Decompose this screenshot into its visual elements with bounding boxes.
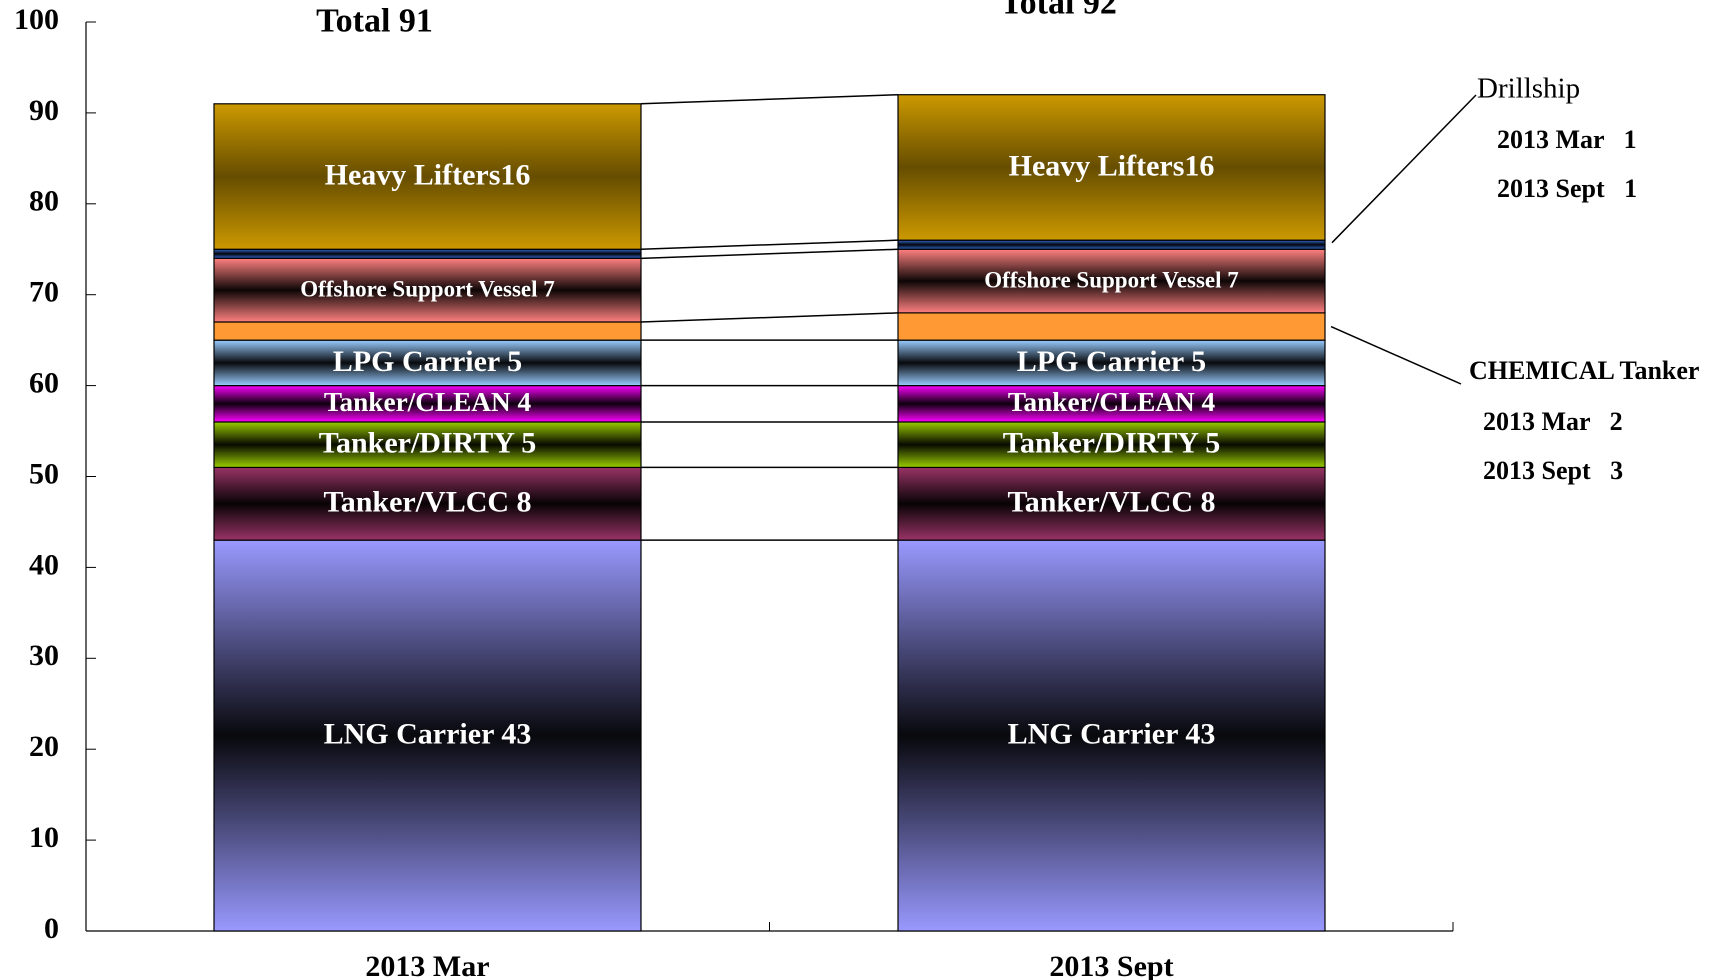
annotation-value: 2013 Sept 3 xyxy=(1483,456,1623,485)
y-tick-label: 0 xyxy=(44,912,59,945)
annotation-value: 2013 Sept 1 xyxy=(1497,174,1637,203)
x-tick-label: 2013 Sept xyxy=(1049,950,1173,980)
y-tick-label: 10 xyxy=(29,821,59,854)
leader-line xyxy=(1331,94,1477,244)
bar-segment xyxy=(897,385,1326,423)
leader-line xyxy=(1330,325,1462,385)
bar-segment xyxy=(213,248,642,259)
y-tick-label: 50 xyxy=(29,457,59,490)
bar-segment xyxy=(897,339,1326,387)
value-label: Tanker/CLEAN 4 xyxy=(324,387,532,417)
bar-segment xyxy=(897,94,1326,241)
annotation-title: CHEMICAL Tanker xyxy=(1469,356,1699,385)
value-label: Tanker/VLCC 8 xyxy=(323,486,531,519)
y-tick-label: 40 xyxy=(29,548,59,581)
y-tick-label: 80 xyxy=(29,185,59,218)
y-tick-label: 90 xyxy=(29,94,59,127)
bar-segment xyxy=(213,103,642,250)
connector xyxy=(640,239,899,250)
value-label: LPG Carrier 5 xyxy=(333,345,522,378)
x-tick-label: 2013 Mar xyxy=(365,950,489,980)
bar-segment xyxy=(897,312,1326,341)
annotation-value: 2013 Mar 1 xyxy=(1497,125,1637,154)
connector xyxy=(640,248,899,260)
y-tick-label: 60 xyxy=(29,366,59,399)
y-tick-label: 30 xyxy=(29,639,59,672)
value-label: Heavy Lifters16 xyxy=(325,158,531,191)
bar-segment xyxy=(213,257,642,323)
annotation-title: Drillship xyxy=(1477,73,1580,105)
y-tick-label: 20 xyxy=(29,730,59,763)
value-label: Offshore Support Vessel 7 xyxy=(300,276,555,301)
bar-segment xyxy=(213,421,642,469)
y-tick-label: 70 xyxy=(29,276,59,309)
value-label: Heavy Lifters16 xyxy=(1009,149,1215,182)
annotation-value: 2013 Mar 2 xyxy=(1483,407,1623,436)
value-label: LNG Carrier 43 xyxy=(324,717,532,750)
connector xyxy=(640,93,899,105)
value-label: Tanker/DIRTY 5 xyxy=(319,427,537,460)
total-label: Total 91 xyxy=(316,3,433,40)
bar-segment xyxy=(213,539,642,932)
value-label: LNG Carrier 43 xyxy=(1008,717,1216,750)
bar-segment xyxy=(213,466,642,541)
bar-segment xyxy=(213,385,642,423)
connector xyxy=(640,312,899,323)
value-label: Tanker/DIRTY 5 xyxy=(1003,427,1221,460)
value-label: Tanker/CLEAN 4 xyxy=(1008,387,1216,417)
y-tick-label: 100 xyxy=(14,3,59,36)
bar-segment xyxy=(897,421,1326,469)
value-label: Tanker/VLCC 8 xyxy=(1007,486,1215,519)
bar-segment xyxy=(897,248,1326,314)
bar-segment xyxy=(897,239,1326,250)
value-label: Offshore Support Vessel 7 xyxy=(984,267,1239,292)
value-label: LPG Carrier 5 xyxy=(1017,345,1206,378)
bar-segment xyxy=(213,339,642,387)
total-label: Total 92 xyxy=(1000,0,1117,22)
bar-segment xyxy=(897,539,1326,932)
bar-segment xyxy=(213,321,642,341)
bar-segment xyxy=(897,466,1326,541)
